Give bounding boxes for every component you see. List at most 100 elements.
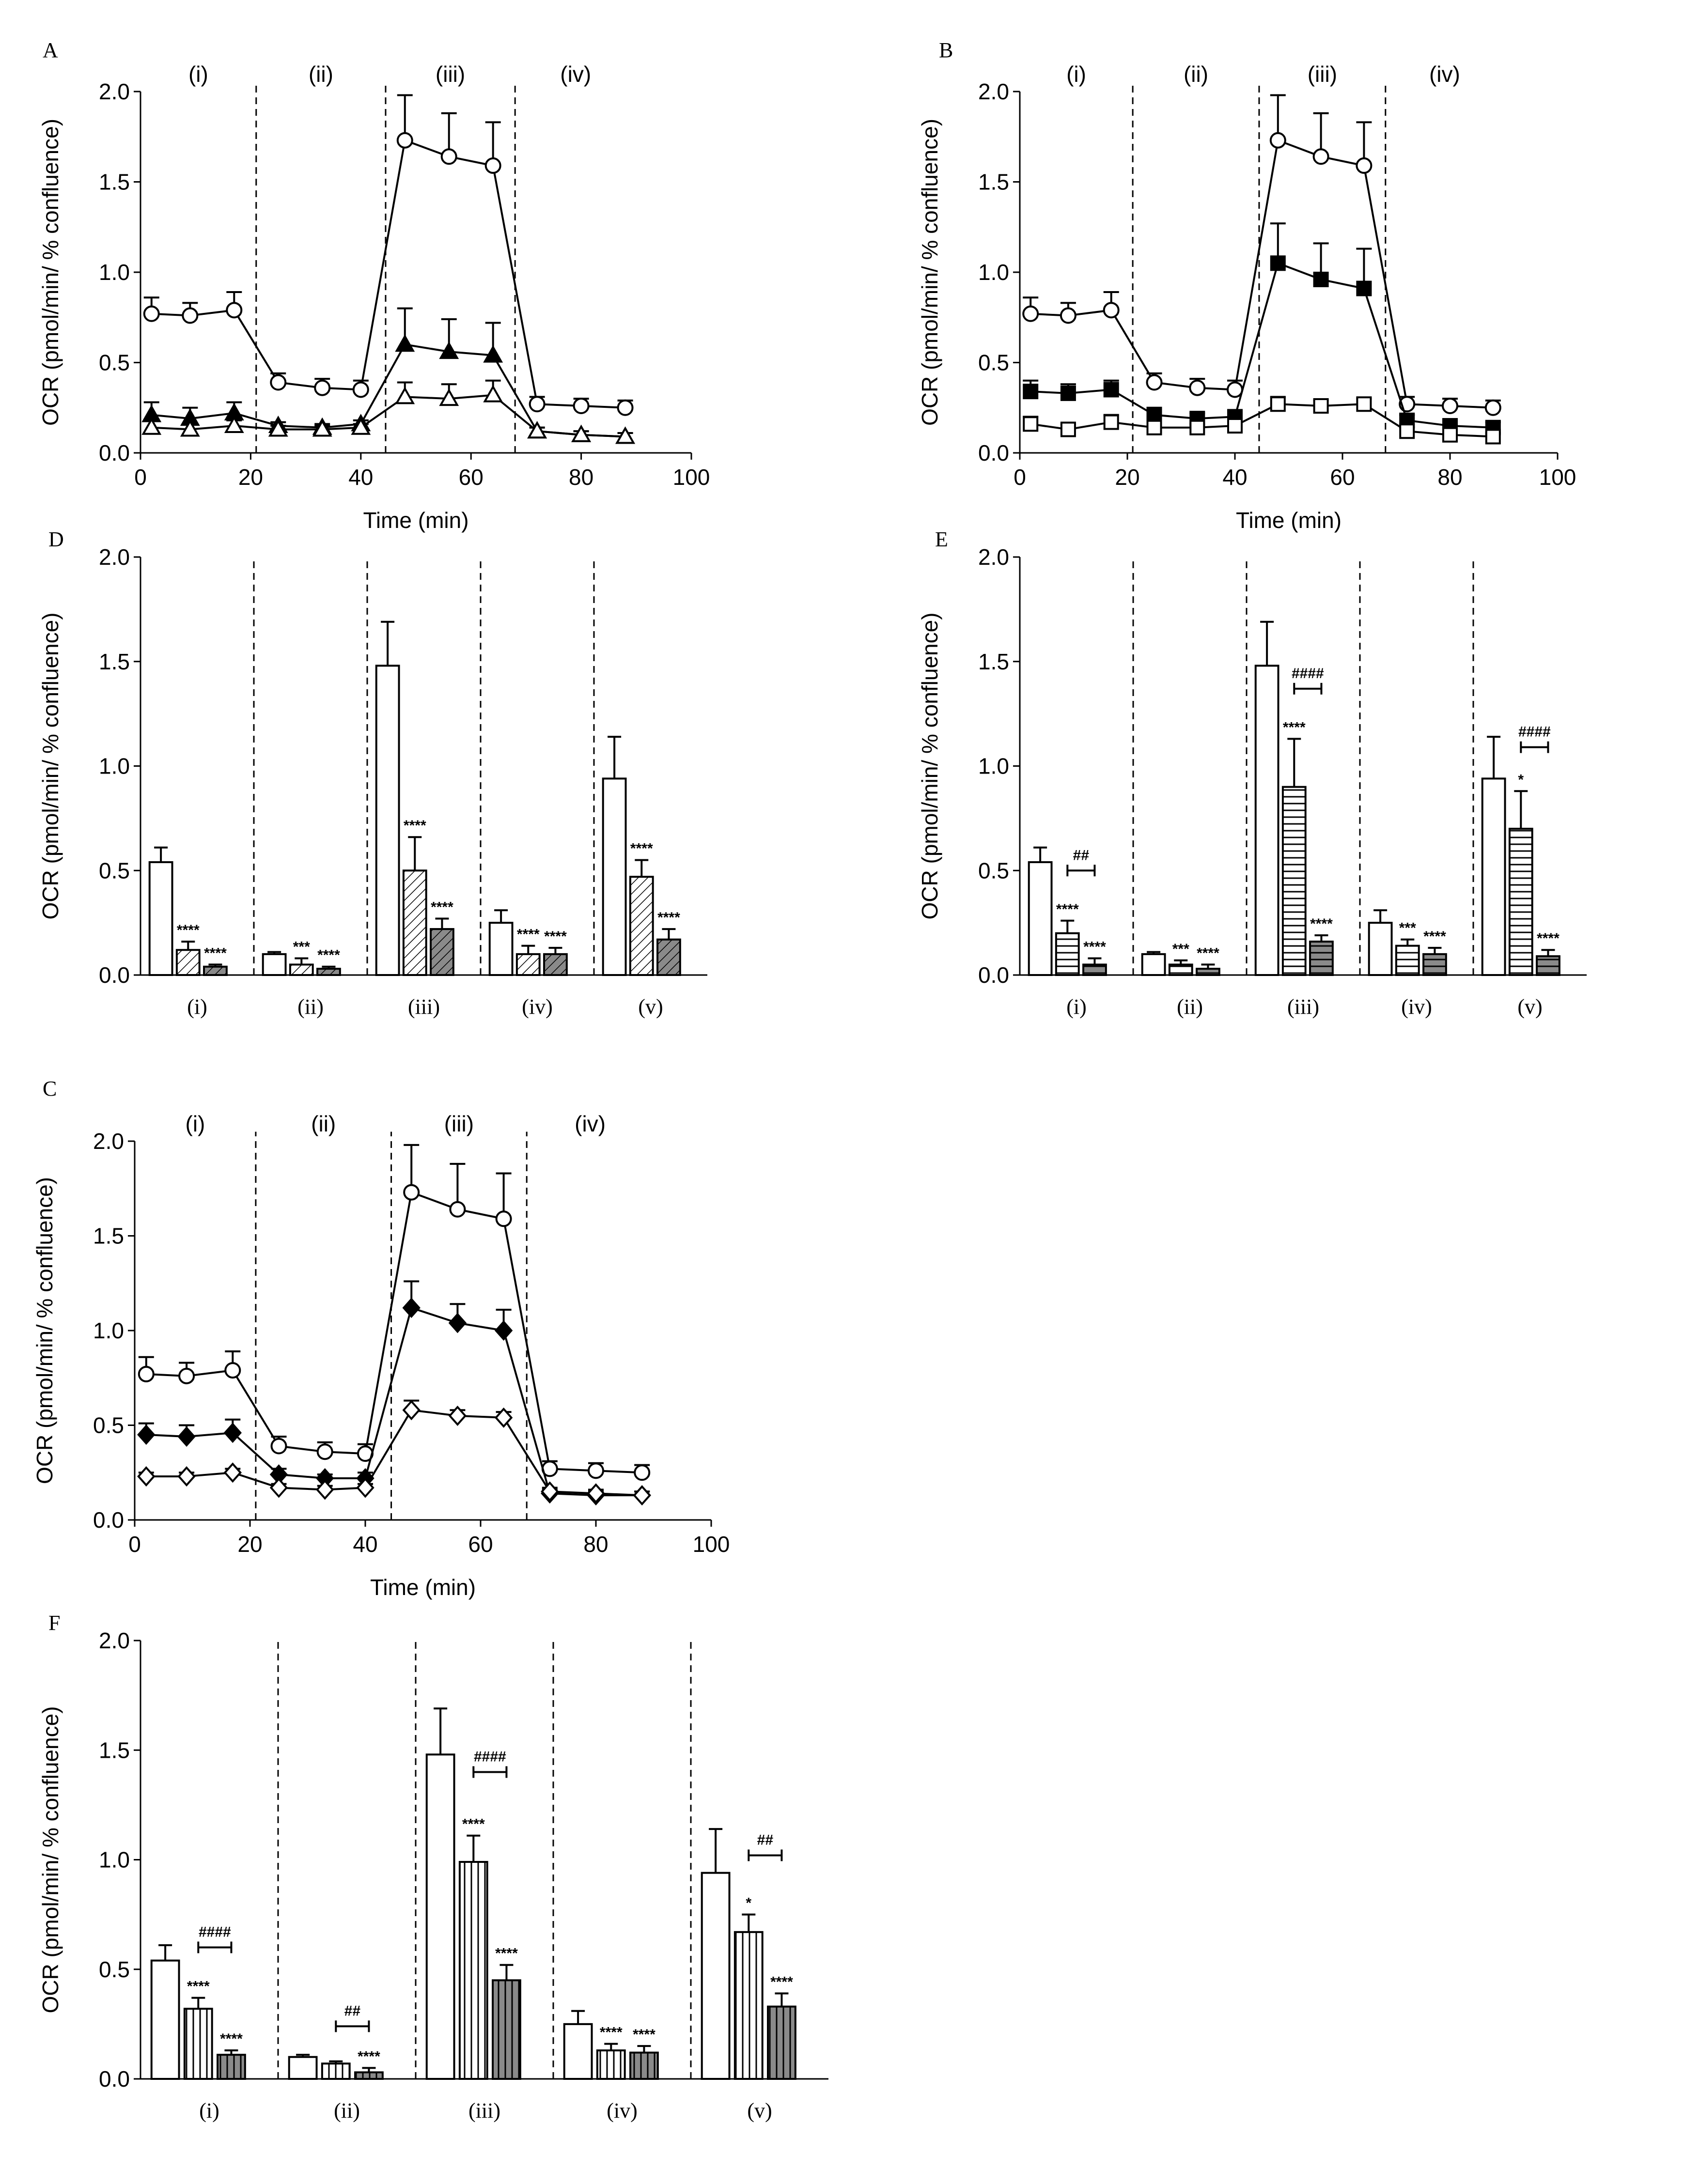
panel-F-bar-chart: F0.00.51.01.52.0OCR (pmol/min/ % conflue… xyxy=(38,1611,828,2122)
bar-horizontal-striped xyxy=(1170,964,1192,975)
data-point xyxy=(1061,423,1075,436)
data-point xyxy=(1023,307,1038,321)
data-point xyxy=(315,381,329,395)
data-point xyxy=(271,375,285,390)
y-tick-label: 1.0 xyxy=(99,260,130,285)
x-axis-title: Time (min) xyxy=(370,1575,476,1600)
data-point xyxy=(179,1369,194,1383)
bar-white xyxy=(1369,923,1392,975)
significance-label: **** xyxy=(517,927,540,943)
data-point xyxy=(179,1468,194,1485)
y-tick-label: 0.0 xyxy=(978,440,1009,465)
panel-B-line-chart: B 0.0 0.5 1.0 1.5 2.0 OCR (pmol/min/ % conflue… xyxy=(917,38,1576,533)
y-tick-label: 2.0 xyxy=(978,544,1009,570)
region-label: (i) xyxy=(186,1111,205,1136)
x-tick-label: 40 xyxy=(353,1532,377,1557)
data-point xyxy=(404,1299,419,1317)
bar-vertical-striped xyxy=(460,1862,487,2079)
significance-label: **** xyxy=(358,2048,380,2064)
y-tick-label: 1.5 xyxy=(99,170,130,195)
data-point xyxy=(1228,382,1242,397)
bar-grey-striped xyxy=(1083,964,1106,975)
bar-hatched xyxy=(630,877,653,975)
series-open-circle xyxy=(1023,95,1501,415)
region-label: (iii) xyxy=(1308,62,1337,87)
y-tick-label: 1.5 xyxy=(978,170,1009,195)
data-point xyxy=(139,1426,154,1443)
significance-label: **** xyxy=(220,2031,243,2047)
bar-white xyxy=(1142,954,1165,975)
significance-label: **** xyxy=(462,1816,485,1832)
bar-grey-vertical-striped xyxy=(630,2053,658,2079)
x-tick-label: 40 xyxy=(1222,465,1247,490)
bar-vertical-striped xyxy=(597,2050,625,2079)
bar-hatched xyxy=(404,870,426,975)
series-line xyxy=(146,1410,642,1495)
series-filled-triangle xyxy=(143,309,634,443)
bar-white xyxy=(603,778,626,975)
data-point xyxy=(271,1479,287,1497)
data-point xyxy=(530,397,545,411)
significance-label: **** xyxy=(1083,939,1106,955)
data-point xyxy=(1190,381,1204,395)
significance-label: **** xyxy=(630,841,653,857)
panel-E-bar-chart: E0.00.51.01.52.0OCR (pmol/min/ % conflue… xyxy=(917,527,1587,1019)
bar-grey-striped xyxy=(1423,954,1446,975)
bar-horizontal-striped xyxy=(1510,829,1532,975)
y-tick-label: 1.5 xyxy=(93,1224,124,1249)
x-tick-label: 60 xyxy=(1330,465,1355,490)
x-tick-label: 0 xyxy=(128,1532,141,1557)
y-tick-label: 0.5 xyxy=(99,350,130,375)
data-point xyxy=(398,133,412,148)
data-point xyxy=(397,388,413,403)
significance-label: **** xyxy=(1537,930,1560,946)
data-point xyxy=(588,1485,604,1502)
bar-dark-hatched xyxy=(431,929,453,975)
x-axis-title: Time (min) xyxy=(1236,508,1342,533)
comparison-label: ## xyxy=(1073,847,1090,863)
category-label: (iv) xyxy=(1401,995,1432,1019)
region-label: (ii) xyxy=(1184,62,1208,87)
significance-label: *** xyxy=(1172,941,1189,957)
series-line xyxy=(152,344,625,436)
region-label: (iv) xyxy=(575,1111,606,1136)
significance-label: **** xyxy=(431,899,453,915)
data-point xyxy=(496,1322,512,1339)
region-label: (ii) xyxy=(311,1111,336,1136)
category-label: (iii) xyxy=(408,995,440,1019)
data-point xyxy=(589,1463,603,1478)
data-point xyxy=(1357,282,1371,295)
y-tick-label: 0.5 xyxy=(978,350,1009,375)
bar-white xyxy=(376,666,399,975)
y-tick-label: 1.0 xyxy=(978,754,1009,779)
x-tick-label: 60 xyxy=(468,1532,493,1557)
data-point xyxy=(574,399,589,413)
data-point xyxy=(1271,133,1285,148)
series-open-triangle xyxy=(143,381,634,443)
data-point xyxy=(1357,397,1371,411)
y-axis-title: OCR (pmol/min/ % confluence) xyxy=(917,119,942,426)
data-point xyxy=(634,1487,650,1504)
series-open-circle xyxy=(139,1145,650,1480)
bar-vertical-striped xyxy=(735,1932,763,2079)
comparison-label: #### xyxy=(199,1924,231,1940)
data-point xyxy=(542,1483,558,1500)
panel-letter: E xyxy=(935,527,948,551)
significance-label: **** xyxy=(317,947,340,963)
bar-white xyxy=(490,923,513,975)
region-label: (iv) xyxy=(1429,62,1460,87)
data-point xyxy=(529,423,546,437)
significance-label: *** xyxy=(1399,920,1416,936)
x-tick-label: 100 xyxy=(693,1532,730,1557)
category-label: (v) xyxy=(747,2099,772,2122)
y-tick-label: 0.0 xyxy=(99,440,130,465)
comparison-label: #### xyxy=(1292,666,1324,682)
bar-dark-hatched xyxy=(544,954,567,975)
significance-label: **** xyxy=(600,2025,623,2041)
y-axis-title: OCR (pmol/min/ % confluence) xyxy=(917,613,942,920)
bar-white xyxy=(427,1754,454,2079)
x-tick-label: 80 xyxy=(569,465,593,490)
y-tick-label: 2.0 xyxy=(99,544,130,570)
data-point xyxy=(139,1367,154,1381)
significance-label: **** xyxy=(1056,901,1079,917)
